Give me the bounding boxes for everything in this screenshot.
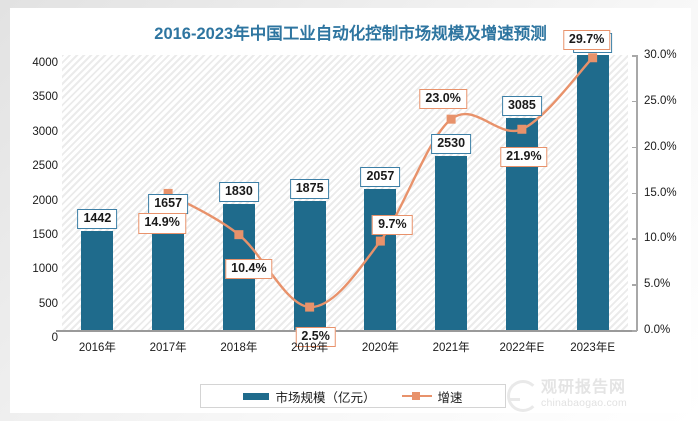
y2-axis-tick-mark [632,192,637,194]
y2-axis-tick: 25.0% [644,94,677,107]
watermark-cn-text: 观研报告网 [541,378,627,396]
bar [364,188,397,330]
y2-axis-tick-mark [632,330,637,332]
growth-percent-label: 21.9% [500,147,548,168]
watermark-en-text: chinabaogao.com [541,396,627,409]
y-axis-tick: 1000 [32,263,58,276]
legend-line-swatch-icon [401,392,432,401]
y-axis-left: 0 500 1000 1500 2000 2500 3000 3500 4000 [10,8,58,429]
growth-percent-label: 10.4% [225,258,273,279]
growth-percent-label: 29.7% [562,29,611,50]
bar [435,156,468,330]
chart-legend: 市场规模（亿元） 增速 [200,384,506,408]
chart-title: 2016-2023年中国工业自动化控制市场规模及增速预测 [154,25,547,43]
growth-percent-label: 2.5% [295,327,336,348]
x-axis-tick: 2021年 [432,342,470,354]
bar-value-label: 2057 [360,166,401,187]
y2-axis-tick-mark [632,238,637,240]
bar-value-label: 1875 [289,179,330,200]
watermark: 观研报告网 chinabaogao.com [506,376,696,412]
y-axis-tick: 4000 [32,57,58,69]
bar-value-label: 1657 [148,194,189,215]
growth-percent-label: 14.9% [138,213,186,234]
y2-axis-tick: 0.0% [644,324,671,336]
chart-card: 2016-2023年中国工业自动化控制市场规模及增速预测 0 500 1000 150… [10,8,691,413]
y-axis-tick: 3000 [32,125,58,138]
y2-axis-tick-mark [632,100,637,103]
y-axis-tick: 0 [51,332,58,344]
y-axis-tick: 500 [38,297,58,310]
bar-value-label: 2530 [431,134,472,155]
plot-area [62,55,628,330]
bar-value-label: 1830 [218,182,259,203]
y2-axis-tick-mark [632,284,637,286]
legend-bar-label: 市场规模（亿元） [275,390,376,405]
y-axis-tick: 1500 [32,228,58,241]
y-axis-tick: 3500 [32,91,58,104]
legend-line-label: 增速 [437,390,463,405]
y2-axis-tick: 30.0% [644,49,677,61]
y2-axis-tick: 15.0% [644,186,677,199]
y-axis-right: 0.0% 5.0% 10.0% 15.0% 20.0% 25.0% 30.0% [632,8,692,429]
growth-percent-label: 9.7% [372,215,413,236]
legend-bar-swatch-icon [243,392,270,400]
y-axis-tick: 2000 [32,194,58,207]
bar [293,201,326,330]
x-axis-tick: 2016年 [78,342,116,354]
circle-logo-icon [506,379,539,412]
y2-axis-tick: 5.0% [644,278,671,291]
bar [81,230,114,330]
y2-axis-tick-mark [632,146,637,149]
bar-value-label: 1442 [77,208,118,229]
y-axis-tick: 2500 [32,160,58,173]
y2-axis-tick: 10.0% [644,232,677,245]
y2-axis-tick-mark [632,55,637,57]
growth-percent-label: 23.0% [419,89,467,110]
x-axis-tick: 2020年 [361,342,399,354]
y2-axis-tick: 20.0% [644,140,677,153]
bar [576,55,609,330]
x-axis-tick: 2018年 [220,342,258,354]
x-axis-tick: 2022年E [499,342,545,354]
legend-item-line: 增速 [401,387,463,406]
x-axis-tick: 2023年E [570,342,615,354]
legend-item-bar: 市场规模（亿元） [243,387,376,406]
x-axis-tick: 2017年 [149,342,187,354]
bar-value-label: 3085 [501,95,542,117]
x-axis-tick: 2019年 [291,342,329,354]
x-axis-line [56,330,634,332]
